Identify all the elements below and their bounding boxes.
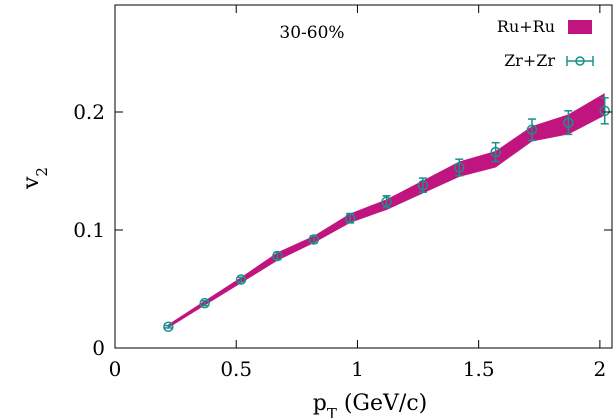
zr-zr-marker <box>563 117 574 128</box>
zr-zr-point <box>417 177 429 193</box>
zr-zr-marker <box>272 250 283 262</box>
centrality-annotation: 30-60% <box>279 23 344 43</box>
y-tick-label: 0 <box>92 336 105 360</box>
y-tick-label: 0.1 <box>73 218 105 242</box>
zr-zr-marker <box>344 212 356 224</box>
zr-zr-point <box>235 274 247 285</box>
y-axis-title-sub: 2 <box>33 167 51 177</box>
legend-marker-zr-zr <box>566 56 594 66</box>
x-axis-title: pT (GeV/c) <box>313 391 427 418</box>
x-tick-label: 0.5 <box>220 357 252 381</box>
zr-zr-marker <box>308 234 320 245</box>
x-axis-title-main: p <box>313 391 327 416</box>
zr-zr-marker <box>454 162 465 173</box>
x-tick-label: 1 <box>351 357 364 381</box>
x-tick-label: 0 <box>109 357 122 381</box>
zr-zr-point <box>454 158 465 177</box>
zr-zr-point <box>563 110 574 136</box>
zr-zr-marker <box>599 105 610 117</box>
legend-label-ru-ru: Ru+Ru <box>497 17 555 36</box>
zr-zr-marker <box>381 196 392 207</box>
legend-swatch-ru-ru <box>568 20 592 34</box>
legend: Ru+Ru Zr+Zr <box>497 17 594 70</box>
zr-zr-point <box>490 141 501 163</box>
zr-zr-point <box>381 195 392 209</box>
x-tick-label: 1.5 <box>463 357 495 381</box>
zr-zr-marker <box>490 146 501 158</box>
zr-zr-marker <box>163 321 174 333</box>
zr-zr-point <box>199 297 210 309</box>
zr-zr-point <box>344 212 356 224</box>
plot-frame <box>114 4 613 349</box>
legend-label-zr-zr: Zr+Zr <box>504 51 555 70</box>
zr-zr-points-layer <box>163 97 610 333</box>
zr-zr-marker <box>417 179 429 191</box>
zr-zr-point <box>272 250 283 262</box>
zr-zr-marker <box>199 297 210 309</box>
zr-zr-point <box>599 97 610 125</box>
y-axis-title-main: v <box>19 176 44 190</box>
zr-zr-point <box>526 118 538 142</box>
zr-zr-point <box>163 321 174 333</box>
zr-zr-marker <box>526 124 538 135</box>
x-tick-label: 2 <box>594 357 607 381</box>
y-tick-label: 0.2 <box>73 100 105 124</box>
ticks-layer: 0 0.5 1 1.5 2 0 0.1 0.2 <box>73 5 612 381</box>
x-axis-title-unit: (GeV/c) <box>337 391 427 416</box>
zr-zr-point <box>308 234 320 245</box>
zr-zr-marker <box>235 274 247 285</box>
x-axis-title-sub: T <box>327 405 337 418</box>
y-axis-title: v2 <box>19 167 51 190</box>
